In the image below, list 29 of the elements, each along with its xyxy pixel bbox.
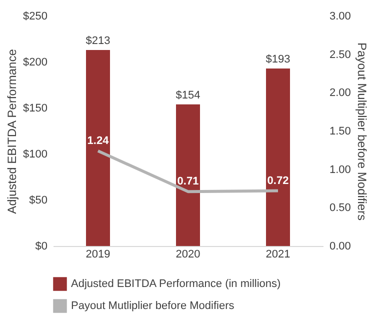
data-label: $193 <box>266 53 290 66</box>
y2-tick-label: 3.00 <box>330 10 351 22</box>
data-label: 0.71 <box>177 176 199 188</box>
data-label: 0.72 <box>267 174 289 187</box>
y-tick-label: $150 <box>23 102 48 114</box>
y-tick-label: $50 <box>29 194 48 206</box>
y-tick-label: $0 <box>35 240 48 252</box>
y2-tick-label: 2.50 <box>330 48 351 61</box>
data-label: $154 <box>176 89 200 102</box>
y2-tick-label: 0.50 <box>330 202 351 214</box>
x-tick-label: 2021 <box>266 248 290 260</box>
x-tick-label: 2019 <box>86 248 110 260</box>
y2-axis-title: Payout Multiplier before Modifiers <box>354 42 369 221</box>
data-label: $213 <box>86 35 110 48</box>
y2-tick-label: 1.00 <box>330 164 351 176</box>
bar <box>86 50 110 246</box>
data-label: 1.24 <box>87 134 110 147</box>
y-tick-label: $100 <box>23 148 48 160</box>
bar <box>176 104 200 246</box>
y2-tick-label: 0.00 <box>330 240 351 252</box>
y-tick-label: $200 <box>23 56 48 68</box>
y-axis-title: Adjusted EBITDA Performance <box>5 48 20 214</box>
bar <box>266 68 290 246</box>
y-tick-label: $250 <box>23 10 48 22</box>
y2-tick-label: 2.00 <box>330 87 351 100</box>
y2-tick-label: 1.50 <box>330 126 351 138</box>
x-tick-label: 2020 <box>176 248 200 260</box>
legend-label: Payout Mutliplier before Modifiers <box>71 300 235 312</box>
legend-label: Adjusted EBITDA Performance (in millions) <box>71 278 281 290</box>
